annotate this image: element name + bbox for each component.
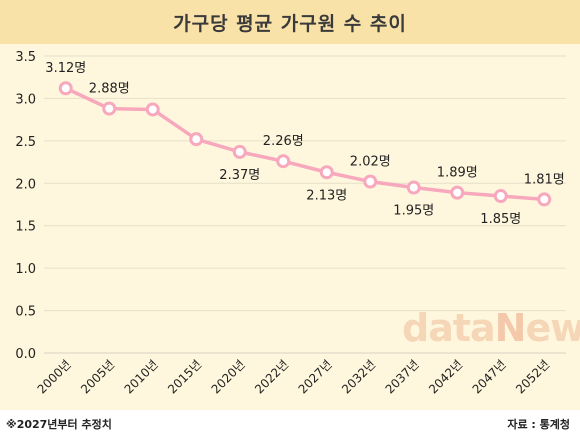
footer (0, 410, 580, 440)
datanews-watermark-logo: dataNews (402, 306, 580, 350)
y-tick-label: 0.0 (15, 347, 36, 362)
data-point (102, 101, 117, 116)
data-label: 1.95명 (393, 204, 434, 219)
data-point (493, 189, 508, 204)
series-line (65, 86, 545, 202)
y-tick-label: 0.5 (15, 305, 36, 320)
chart-title: 가구당 평균 가구원 수 추이 (173, 12, 407, 35)
x-tick-label: 2015년 (165, 357, 204, 396)
data-point (145, 102, 160, 117)
data-label: 2.88명 (89, 82, 130, 97)
data-point (189, 132, 204, 147)
data-label: 2.26명 (263, 134, 304, 149)
y-tick-label: 1.5 (15, 220, 36, 235)
chart-title-bar: 가구당 평균 가구원 수 추이 (0, 0, 580, 44)
y-tick-label: 2.0 (15, 177, 36, 192)
data-label: 2.37명 (219, 168, 260, 183)
data-point (276, 154, 291, 169)
data-point (406, 180, 421, 195)
x-tick-label: 2022년 (252, 357, 291, 396)
data-label: 2.02명 (350, 155, 391, 170)
x-tick-label: 2042년 (426, 357, 465, 396)
x-tick-label: 2020년 (209, 357, 248, 396)
y-tick-label: 1.0 (15, 262, 36, 277)
plot-background (0, 44, 580, 410)
data-point (450, 185, 465, 200)
data-point (363, 174, 378, 189)
x-tick-label: 2032년 (339, 357, 378, 396)
data-point (58, 81, 73, 96)
data-label: 1.89명 (437, 166, 478, 181)
x-tick-label: 2047년 (470, 357, 509, 396)
data-point (232, 144, 247, 159)
data-point (319, 165, 334, 180)
y-tick-label: 3.5 (15, 50, 36, 65)
data-label: 2.13명 (306, 188, 347, 203)
data-label: 3.12명 (45, 61, 86, 76)
data-point (537, 192, 552, 207)
x-tick-label: 2037년 (383, 357, 422, 396)
source-credit: 자료 : 통계청 (507, 418, 570, 431)
estimate-note: ※2027년부터 추정치 (6, 418, 112, 431)
x-tick-label: 2000년 (35, 357, 74, 396)
x-tick-label: 2052년 (513, 357, 552, 396)
data-label: 1.85명 (480, 212, 521, 227)
y-tick-label: 2.5 (15, 135, 36, 150)
x-tick-label: 2005년 (78, 357, 117, 396)
x-tick-label: 2010년 (122, 357, 161, 396)
y-tick-label: 3.0 (15, 92, 36, 107)
data-label: 1.81명 (524, 172, 565, 187)
x-tick-label: 2027년 (296, 357, 335, 396)
